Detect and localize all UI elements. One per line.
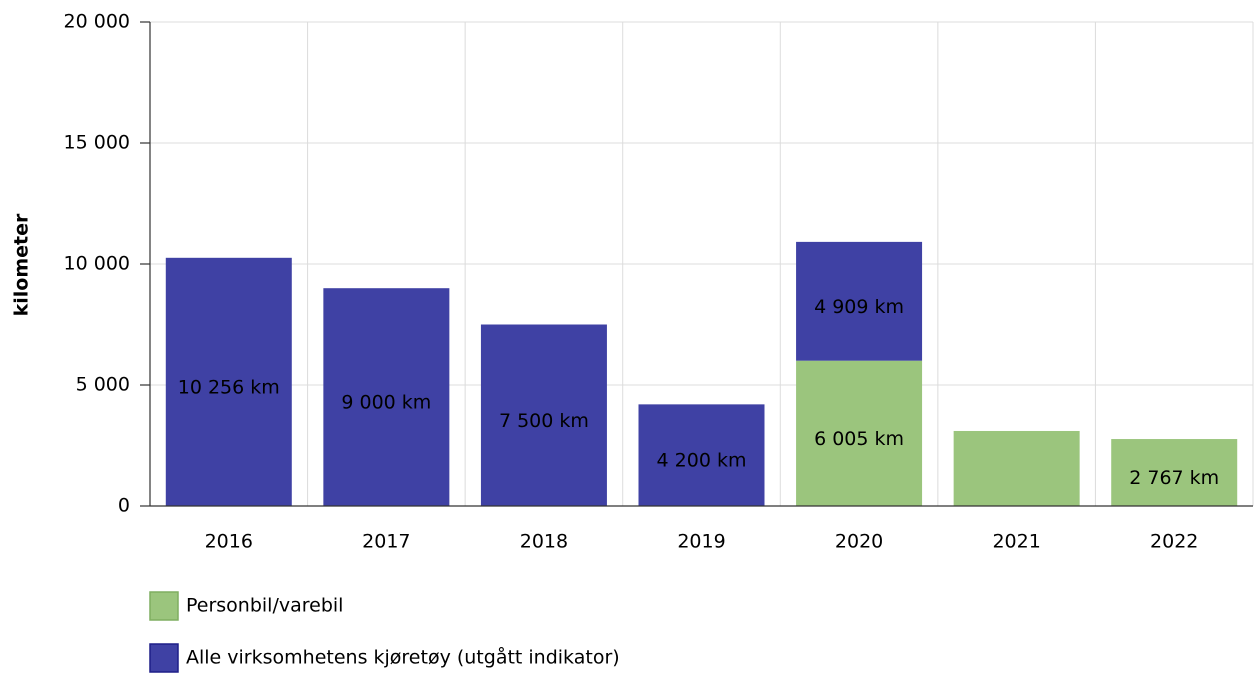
data-label: 9 000 km: [341, 392, 431, 414]
legend-swatch: [149, 591, 179, 621]
y-tick-label: 0: [118, 495, 130, 517]
y-tick-label: 5 000: [76, 374, 130, 396]
bar-segment: [638, 404, 765, 506]
bar-segment: [480, 324, 607, 506]
x-tick-label: 2020: [835, 531, 883, 553]
data-label: 4 909 km: [814, 296, 904, 318]
y-axis-title: kilometer: [11, 213, 33, 316]
y-tick-label: 20 000: [64, 11, 130, 33]
data-label: 6 005 km: [814, 428, 904, 450]
bar-segment: [323, 288, 450, 506]
data-label: 10 256 km: [178, 376, 280, 398]
bar-segment: [165, 257, 292, 506]
legend-label: Alle virksomhetens kjøretøy (utgått indi…: [186, 646, 620, 669]
x-tick-label: 2017: [362, 531, 410, 553]
x-tick-label: 2018: [520, 531, 568, 553]
legend-swatch: [149, 643, 179, 673]
bar-segment: [1111, 439, 1238, 506]
x-tick-label: 2021: [992, 531, 1040, 553]
bar-segment: [796, 241, 923, 361]
x-tick-label: 2022: [1150, 531, 1198, 553]
y-tick-label: 10 000: [64, 253, 130, 275]
x-tick-label: 2019: [677, 531, 725, 553]
legend-label: Personbil/varebil: [186, 595, 343, 617]
x-tick-label: 2016: [205, 531, 253, 553]
y-tick-label: 15 000: [64, 132, 130, 154]
data-label: 4 200 km: [657, 450, 747, 472]
data-label: 7 500 km: [499, 410, 589, 432]
data-label: 2 767 km: [1129, 467, 1219, 489]
bar-segment: [796, 360, 923, 506]
bar-segment: [953, 430, 1080, 506]
